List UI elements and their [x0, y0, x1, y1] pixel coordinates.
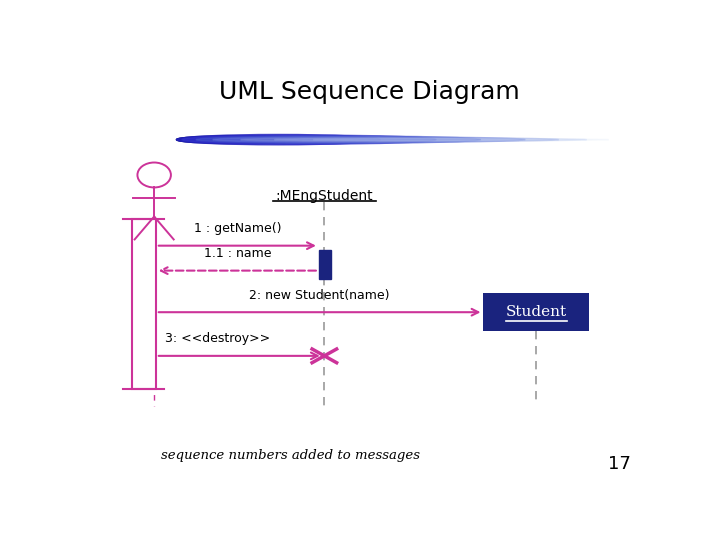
Text: sequence numbers added to messages: sequence numbers added to messages [161, 449, 420, 462]
Text: :MEngStudent: :MEngStudent [276, 189, 373, 203]
Text: 1 : getName(): 1 : getName() [194, 222, 281, 235]
Bar [132, 219, 156, 389]
Text: UML Sequence Diagram: UML Sequence Diagram [219, 80, 519, 104]
Ellipse shape [176, 136, 302, 144]
Ellipse shape [313, 139, 609, 141]
Text: Student: Student [506, 305, 567, 319]
Ellipse shape [176, 134, 380, 145]
Text: 1.1 : name: 1.1 : name [204, 247, 271, 260]
Ellipse shape [240, 138, 559, 141]
Bar [483, 293, 590, 331]
Text: 2: new Student(name): 2: new Student(name) [249, 289, 390, 302]
Ellipse shape [196, 136, 480, 144]
Ellipse shape [274, 138, 587, 141]
Ellipse shape [182, 135, 436, 144]
Text: 17: 17 [608, 455, 631, 473]
Ellipse shape [213, 137, 526, 143]
Bar [319, 250, 331, 279]
Ellipse shape [176, 137, 218, 142]
Text: 3: <<destroy>>: 3: <<destroy>> [165, 333, 270, 346]
